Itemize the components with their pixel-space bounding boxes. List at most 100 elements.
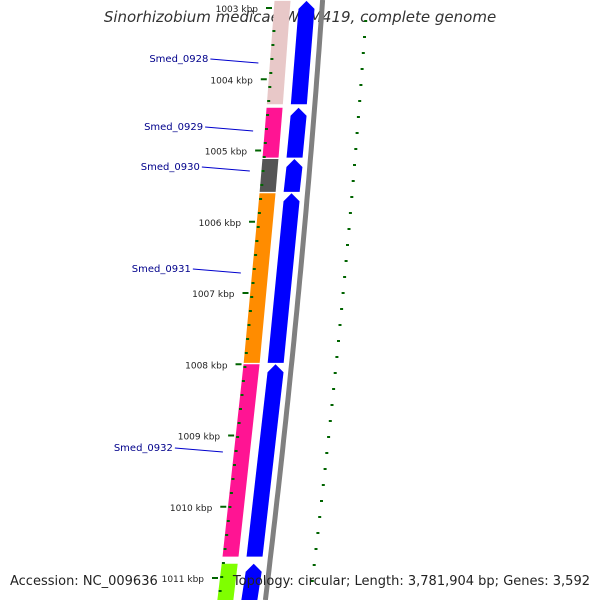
backbone-layer <box>262 0 326 600</box>
gene-category-band-Smed_0932 <box>222 364 260 557</box>
gc-skew-dot <box>327 436 331 438</box>
gc-content-dot <box>257 212 261 214</box>
gene-category-band-Smed_0930 <box>259 159 279 192</box>
gc-content-dot <box>223 548 227 550</box>
gene-layer <box>217 0 315 600</box>
label-leader-line <box>174 447 223 453</box>
gc-skew-dot <box>330 404 334 406</box>
gc-content-dot <box>229 492 233 494</box>
gene-category-band-Smed_0931 <box>243 193 276 363</box>
label-leader-line <box>205 126 254 132</box>
gene-arrow-Smed_0929[interactable] <box>286 107 307 158</box>
gc-skew-dot <box>333 372 337 374</box>
gc-content-dot <box>248 310 252 312</box>
gc-skew-dot <box>346 244 349 246</box>
gc-content-dot <box>252 268 256 270</box>
scale-tick-mark <box>212 577 218 579</box>
gene-arrow-unlabeled[interactable] <box>241 563 262 600</box>
topology-text: Topology: circular <box>232 574 346 589</box>
gc-skew-dot <box>344 260 348 262</box>
label-leader-line <box>201 166 250 172</box>
scale-tick-label: 1006 kbp <box>199 219 242 229</box>
scale-tick-mark <box>220 505 227 508</box>
gc-content-dot <box>254 254 258 256</box>
gc-content-dot <box>240 394 244 396</box>
gc-skew-dot <box>363 36 366 38</box>
gc-content-dot <box>269 72 273 74</box>
gc-skew-dot <box>340 308 344 310</box>
scale-tick-mark <box>255 149 262 152</box>
gc-skew-dot <box>335 356 339 358</box>
scale-tick-mark <box>242 292 249 294</box>
scale-tick-mark <box>235 363 242 366</box>
gc-skew-dot <box>341 292 345 294</box>
gene-arrow-Smed_0930[interactable] <box>283 159 303 192</box>
gc-content-dot <box>234 450 238 452</box>
gene-arrow-Smed_0928[interactable] <box>290 0 315 105</box>
gc-skew-dot <box>364 20 368 22</box>
gc-skew-dot <box>358 100 362 102</box>
gc-content-dot <box>260 184 264 186</box>
length-text: Length: 3,781,904 bp <box>354 574 495 589</box>
gc-content-dot <box>228 506 232 508</box>
accession-text: Accession: NC_009636 <box>10 574 158 589</box>
gc-skew-dot <box>338 324 342 326</box>
genes-count-text: Genes: 3,592 <box>503 574 590 589</box>
gc-content-dot <box>233 464 236 466</box>
gene-arrow-Smed_0931[interactable] <box>267 193 300 363</box>
gc-skew-dot <box>360 68 364 70</box>
gc-skew-dot <box>318 516 322 518</box>
gene-label[interactable]: Smed_0930 <box>141 162 200 173</box>
scale-tick-label: 1011 kbp <box>162 575 205 585</box>
gc-skew-dot <box>320 500 323 502</box>
gc-skew-dot <box>316 532 320 534</box>
gene-label[interactable]: Smed_0929 <box>144 122 203 133</box>
scale-tick-label: 1003 kbp <box>216 5 259 15</box>
gc-content-dot <box>226 520 230 522</box>
gc-content-dot <box>241 380 245 382</box>
gc-skew-dot <box>337 340 340 342</box>
scale-tick-mark <box>249 220 256 223</box>
scale-ticks: 1003 kbp 1004 kbp 1005 kbp 1006 kbp 1007 kbp… <box>162 5 272 585</box>
gene-arrow-Smed_0932[interactable] <box>246 364 284 557</box>
scale-tick-label: 1007 kbp <box>192 290 235 300</box>
gc-content-dot <box>251 282 255 284</box>
gc-skew-dot <box>359 84 363 86</box>
scale-tick-label: 1010 kbp <box>170 504 213 514</box>
gc-content-dot <box>231 478 235 480</box>
gc-content-dot <box>239 408 242 410</box>
scale-tick-label: 1004 kbp <box>210 76 253 86</box>
gene-label[interactable]: Smed_0932 <box>114 443 173 454</box>
scale-tick-mark <box>260 78 267 81</box>
gc-content-dot <box>225 534 229 536</box>
gene-category-band-Smed_0928 <box>266 0 291 105</box>
gc-skew-dot <box>312 564 316 566</box>
gc-skew-dot <box>332 388 336 390</box>
gc-content-dot <box>268 86 272 88</box>
gene-category-band-unlabeled <box>217 563 238 600</box>
genome-summary: Topology: circular; Length: 3,781,904 bp… <box>232 574 590 589</box>
gc-skew-dot <box>361 52 365 54</box>
gc-skew-dot <box>354 148 358 150</box>
gc-skew-dot <box>314 548 318 550</box>
scale-tick-label: 1005 kbp <box>205 148 248 158</box>
gc-content-dot <box>246 338 250 340</box>
gc-skew-dot <box>355 132 359 134</box>
gc-content-dot <box>265 128 268 130</box>
scale-tick-label: 1008 kbp <box>185 361 228 371</box>
gc-content-dot <box>270 58 274 60</box>
gc-content-dot <box>259 198 263 200</box>
gc-skew-dot <box>343 276 347 278</box>
label-leader-line <box>192 268 241 274</box>
gc-content-dot <box>266 114 270 116</box>
gc-skew-dot <box>328 420 332 422</box>
gc-skew-dot <box>356 116 360 118</box>
gene-label[interactable]: Smed_0931 <box>132 264 191 275</box>
label-leader-line <box>210 58 259 64</box>
gene-label[interactable]: Smed_0928 <box>149 54 208 65</box>
gc-skew-dot <box>353 164 356 166</box>
gc-content-dot <box>243 366 247 368</box>
gc-content-dot <box>220 576 224 578</box>
gc-content-dot <box>272 30 276 32</box>
